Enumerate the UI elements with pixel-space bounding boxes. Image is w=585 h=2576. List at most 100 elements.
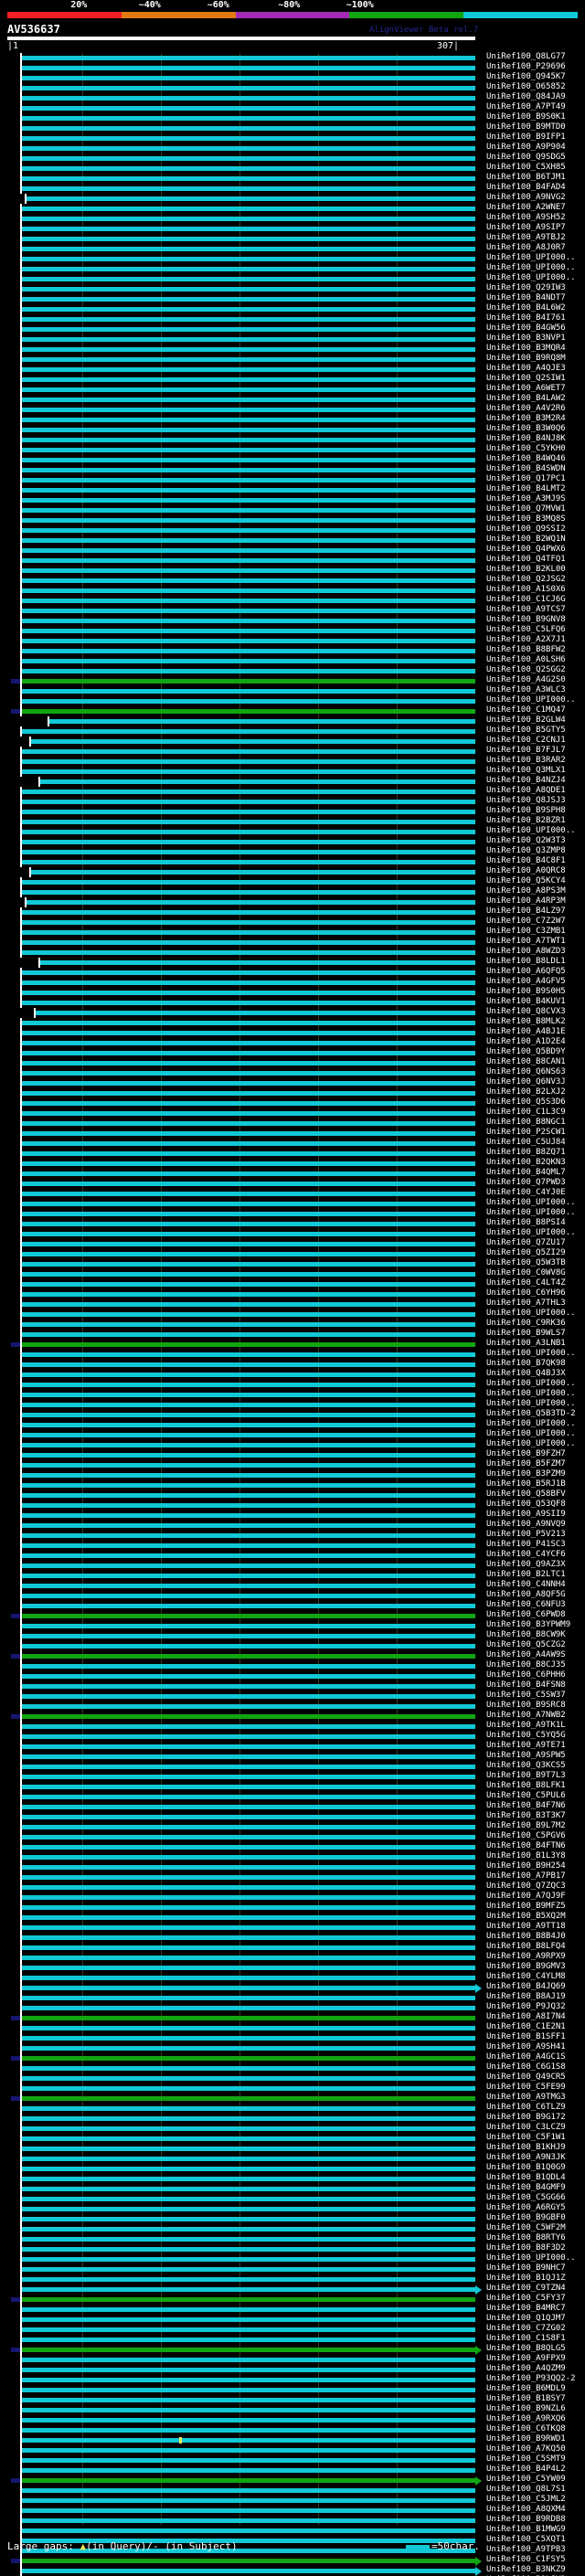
hit-label[interactable]: UniRef100_B1MWG9 [486,2525,566,2534]
hit-label[interactable]: UniRef100_A9P904 [486,143,566,152]
alignment-row[interactable]: UniRef100_B4L6W2 [0,303,585,314]
alignment-row[interactable]: UniRef100_B4NZJ4 [0,776,585,787]
hit-label[interactable]: UniRef100_UPI000.. [486,1379,576,1388]
alignment-bar[interactable] [22,1754,475,1759]
hit-label[interactable]: UniRef100_B4SWDN [486,464,566,473]
alignment-bar[interactable] [22,1885,475,1890]
alignment-bar[interactable] [22,56,475,60]
alignment-row[interactable]: UniRef100_Q2SIW1 [0,374,585,385]
alignment-bar[interactable] [22,1202,475,1206]
alignment-bar[interactable] [22,1443,475,1447]
hit-label[interactable]: UniRef100_C5FY37 [486,2294,566,2303]
alignment-row[interactable]: UniRef100_B4LMT2 [0,484,585,495]
alignment-bar[interactable] [22,1875,475,1880]
alignment-row[interactable]: UniRef100_A7KQ50 [0,2444,585,2455]
alignment-bar[interactable] [22,317,475,322]
hit-label[interactable]: UniRef100_B5XQ2M [486,1912,566,1921]
alignment-bar[interactable] [22,2066,475,2071]
hit-label[interactable]: UniRef100_A8J0R7 [486,243,566,252]
hit-label[interactable]: UniRef100_Q5KCY4 [486,876,566,885]
hit-label[interactable]: UniRef100_B8B4J0 [486,1932,566,1941]
alignment-bar[interactable] [22,1302,475,1307]
alignment-bar[interactable] [22,2378,475,2382]
alignment-bar[interactable] [22,2418,475,2422]
alignment-bar[interactable] [22,1624,475,1628]
alignment-bar[interactable] [22,478,475,482]
alignment-bar[interactable] [22,66,475,70]
alignment-row[interactable]: UniRef100_Q1QJM7 [0,2314,585,2325]
hit-label[interactable]: UniRef100_B4P4L2 [486,2465,566,2474]
hit-label[interactable]: UniRef100_B8NGC1 [486,1118,566,1127]
alignment-bar[interactable] [22,1021,475,1025]
alignment-row[interactable]: UniRef100_B9G172 [0,2113,585,2124]
hit-label[interactable]: UniRef100_A4AW9S [486,1650,566,1659]
hit-label[interactable]: UniRef100_B3YPWM9 [486,1620,571,1629]
alignment-row[interactable]: UniRef100_B9GBF0 [0,2213,585,2224]
alignment-bar[interactable] [22,1192,475,1196]
hit-label[interactable]: UniRef100_B4NDT7 [486,293,566,302]
alignment-row[interactable]: UniRef100_A1S0X6 [0,585,585,596]
hit-label[interactable]: UniRef100_B2LXJ2 [486,1087,566,1097]
alignment-row[interactable]: UniRef100_C5PGV6 [0,1831,585,1842]
alignment-row[interactable]: UniRef100_A8J0R7 [0,243,585,254]
hit-label[interactable]: UniRef100_Q5W3TB [486,1258,566,1267]
hit-label[interactable]: UniRef100_C4YLM8 [486,1972,566,1981]
alignment-row[interactable]: UniRef100_A9TBJ2 [0,233,585,244]
hit-label[interactable]: UniRef100_UPI000.. [486,1429,576,1438]
alignment-row[interactable]: UniRef100_C1S8F1 [0,2334,585,2345]
hit-label[interactable]: UniRef100_B1Q0G9 [486,2163,566,2172]
alignment-bar[interactable] [22,800,475,804]
hit-label[interactable]: UniRef100_C4YCF6 [486,1550,566,1559]
hit-label[interactable]: UniRef100_B3MQ8S [486,514,566,524]
alignment-bar[interactable] [22,217,475,221]
hit-label[interactable]: UniRef100_Q3MLX1 [486,766,566,775]
alignment-row[interactable]: UniRef100_B4NJ8K [0,434,585,445]
hit-label[interactable]: UniRef100_B9S0K1 [486,112,566,122]
hit-label[interactable]: UniRef100_B2KL00 [486,565,566,574]
hit-label[interactable]: UniRef100_C6TLZ9 [486,2103,566,2112]
alignment-bar[interactable] [22,2468,475,2473]
hit-label[interactable]: UniRef100_B3NVP1 [486,334,566,343]
hit-label[interactable]: UniRef100_B8LFK1 [486,1781,566,1790]
alignment-row[interactable]: UniRef100_B6MDL9 [0,2384,585,2395]
alignment-bar[interactable] [22,2388,475,2392]
alignment-row[interactable]: UniRef100_A3MJ9S [0,494,585,505]
alignment-bar[interactable] [22,1976,475,1980]
hit-label[interactable]: UniRef100_B4FTN6 [486,1841,566,1850]
hit-label[interactable]: UniRef100_B8CJ35 [486,1660,566,1670]
alignment-bar[interactable] [22,790,475,794]
alignment-row[interactable]: UniRef100_A9TCS7 [0,605,585,616]
alignment-bar[interactable] [22,1362,475,1367]
hit-label[interactable]: UniRef100_A9SPW5 [486,1751,566,1760]
alignment-row[interactable]: UniRef100_P2SCW1 [0,1128,585,1139]
alignment-bar[interactable] [22,2006,475,2010]
alignment-bar[interactable] [22,619,475,623]
alignment-row[interactable]: UniRef100_B4GW56 [0,323,585,334]
alignment-bar[interactable] [22,468,475,472]
alignment-bar[interactable] [22,357,475,362]
alignment-row[interactable]: UniRef100_C4YCF6 [0,1550,585,1561]
alignment-bar[interactable] [22,2539,475,2543]
alignment-row[interactable]: UniRef100_Q7ZQC3 [0,1882,585,1892]
hit-label[interactable]: UniRef100_A9NVQ9 [486,1520,566,1529]
alignment-row[interactable]: UniRef100_UPI000.. [0,1389,585,1400]
hit-label[interactable]: UniRef100_C1E2N1 [486,2022,566,2031]
hit-label[interactable]: UniRef100_B4QML7 [486,1168,566,1177]
alignment-row[interactable]: UniRef100_B3RAR2 [0,756,585,767]
alignment-bar[interactable] [22,2167,475,2171]
alignment-bar[interactable] [22,1131,475,1136]
alignment-bar[interactable] [22,518,475,523]
hit-label[interactable]: UniRef100_C1MQ47 [486,705,566,715]
hit-label[interactable]: UniRef100_UPI000.. [486,1389,576,1398]
hit-label[interactable]: UniRef100_C5JML2 [486,2495,566,2504]
alignment-bar[interactable] [22,769,475,774]
alignment-row[interactable]: UniRef100_UPI000.. [0,1228,585,1239]
alignment-row[interactable]: UniRef100_B9NHC7 [0,2263,585,2274]
hit-label[interactable]: UniRef100_A9TCS7 [486,605,566,614]
hit-label[interactable]: UniRef100_B9IFP1 [486,133,566,142]
alignment-row[interactable]: UniRef100_B7FJL7 [0,746,585,757]
hit-label[interactable]: UniRef100_C0WV8G [486,1268,566,1277]
alignment-bar[interactable] [22,2277,475,2282]
alignment-bar[interactable] [22,498,475,503]
hit-label[interactable]: UniRef100_C5WF2M [486,2223,566,2232]
